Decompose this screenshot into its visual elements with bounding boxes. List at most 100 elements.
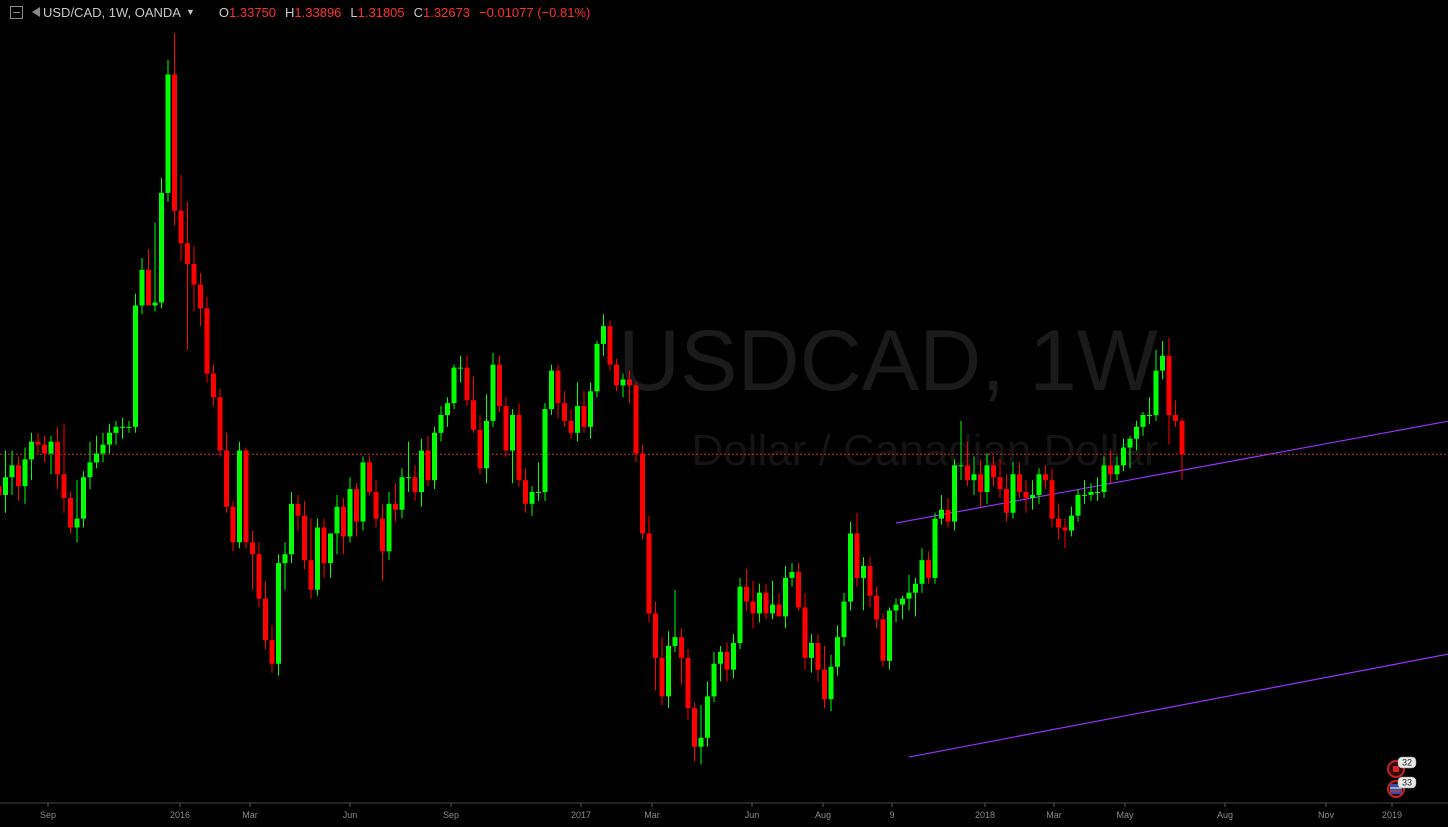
watermark-description: Dollar / Canadian Dollar xyxy=(691,426,1158,475)
candle xyxy=(919,548,925,593)
candle xyxy=(555,364,561,418)
candle-body xyxy=(282,554,288,564)
candle-body xyxy=(679,637,684,658)
candle-body xyxy=(81,477,86,519)
candle-body xyxy=(484,420,489,469)
candle xyxy=(308,518,314,599)
candle-body xyxy=(711,663,717,697)
candle-body xyxy=(490,364,496,421)
watermark-symbol: USDCAD, 1W xyxy=(618,313,1158,409)
candle-body xyxy=(542,409,548,492)
candle-body xyxy=(1108,465,1113,475)
candle-body xyxy=(1114,465,1120,475)
candle xyxy=(55,426,60,490)
axis-tick-label: Jun xyxy=(745,810,760,820)
candle-body xyxy=(1043,474,1048,481)
candle-body xyxy=(1166,355,1172,415)
candle-body xyxy=(529,492,535,504)
candle-body xyxy=(1160,355,1165,371)
symbol-title[interactable]: USD/CAD, 1W, OANDA xyxy=(43,4,181,20)
candle xyxy=(1147,397,1152,424)
badge-count-bg xyxy=(1397,776,1417,789)
candle-body xyxy=(718,651,723,664)
candle xyxy=(939,494,944,525)
candle xyxy=(172,32,177,226)
candle-body xyxy=(3,477,8,495)
chevron-down-icon[interactable]: ▼ xyxy=(185,7,195,17)
candle-body xyxy=(139,269,145,306)
candle-body xyxy=(575,406,580,433)
candle xyxy=(152,222,158,312)
collapse-legend-button[interactable] xyxy=(10,5,23,19)
candle-body xyxy=(107,432,112,445)
candle-body xyxy=(68,497,73,528)
low-label: L xyxy=(350,4,358,20)
candle-body xyxy=(451,367,457,404)
candle xyxy=(321,518,327,578)
candle xyxy=(861,557,866,611)
candle-body xyxy=(269,640,275,664)
candle xyxy=(776,592,782,617)
candle-body xyxy=(126,426,132,428)
candle-body xyxy=(29,441,34,460)
high-label: H xyxy=(285,4,295,20)
candle-body xyxy=(802,607,808,658)
candle xyxy=(1075,489,1081,522)
candle-body xyxy=(757,592,762,614)
candle-body xyxy=(776,604,782,617)
candle-body xyxy=(1134,426,1139,439)
badge-count-bg xyxy=(1397,756,1417,769)
event-badges[interactable]: 32 33 xyxy=(1387,756,1417,798)
candle-body xyxy=(237,450,242,543)
candle xyxy=(874,586,879,629)
axis-tick-label: 9 xyxy=(889,810,894,820)
candle xyxy=(711,651,717,703)
candle-body xyxy=(256,554,262,599)
candle xyxy=(185,201,190,350)
candle-body xyxy=(172,74,177,211)
trend-channel[interactable] xyxy=(895,407,1448,758)
candle xyxy=(347,477,353,543)
candle xyxy=(633,382,639,463)
candle xyxy=(984,453,990,504)
candle xyxy=(685,648,691,721)
flag-field xyxy=(1390,784,1402,794)
candle-body xyxy=(893,604,899,611)
time-axis[interactable]: Sep 2016 Mar Jun Sep 2017 Mar Jun Aug 9 2018 Mar May… xyxy=(40,803,1402,820)
candle xyxy=(724,643,730,682)
candle-body xyxy=(211,373,216,398)
candle xyxy=(386,492,392,561)
candle xyxy=(48,435,54,475)
candle xyxy=(432,426,437,490)
candle-body xyxy=(770,604,775,614)
candle-body xyxy=(627,379,632,386)
candle xyxy=(802,592,808,670)
candle xyxy=(471,376,476,433)
candle xyxy=(178,175,184,261)
candle-body xyxy=(796,571,801,608)
candle xyxy=(750,580,756,629)
candle xyxy=(373,480,379,528)
candle xyxy=(692,702,697,762)
candle-body xyxy=(497,364,502,407)
candle xyxy=(588,382,593,439)
candle xyxy=(965,441,970,487)
candle-body xyxy=(1147,415,1152,416)
candle-body xyxy=(341,506,346,537)
candle-body xyxy=(1173,415,1178,421)
candle-body xyxy=(243,450,249,543)
candle xyxy=(295,494,301,531)
candle xyxy=(315,518,320,596)
candle-body xyxy=(614,364,619,386)
badge-count: 32 xyxy=(1402,758,1412,768)
candle xyxy=(867,557,873,608)
candle-body xyxy=(737,586,743,644)
candle xyxy=(165,59,171,202)
candle-body xyxy=(1049,480,1055,519)
candle-body xyxy=(9,465,15,478)
candle xyxy=(16,456,21,501)
candle xyxy=(256,542,262,608)
candle xyxy=(568,409,574,439)
candle xyxy=(412,465,418,501)
